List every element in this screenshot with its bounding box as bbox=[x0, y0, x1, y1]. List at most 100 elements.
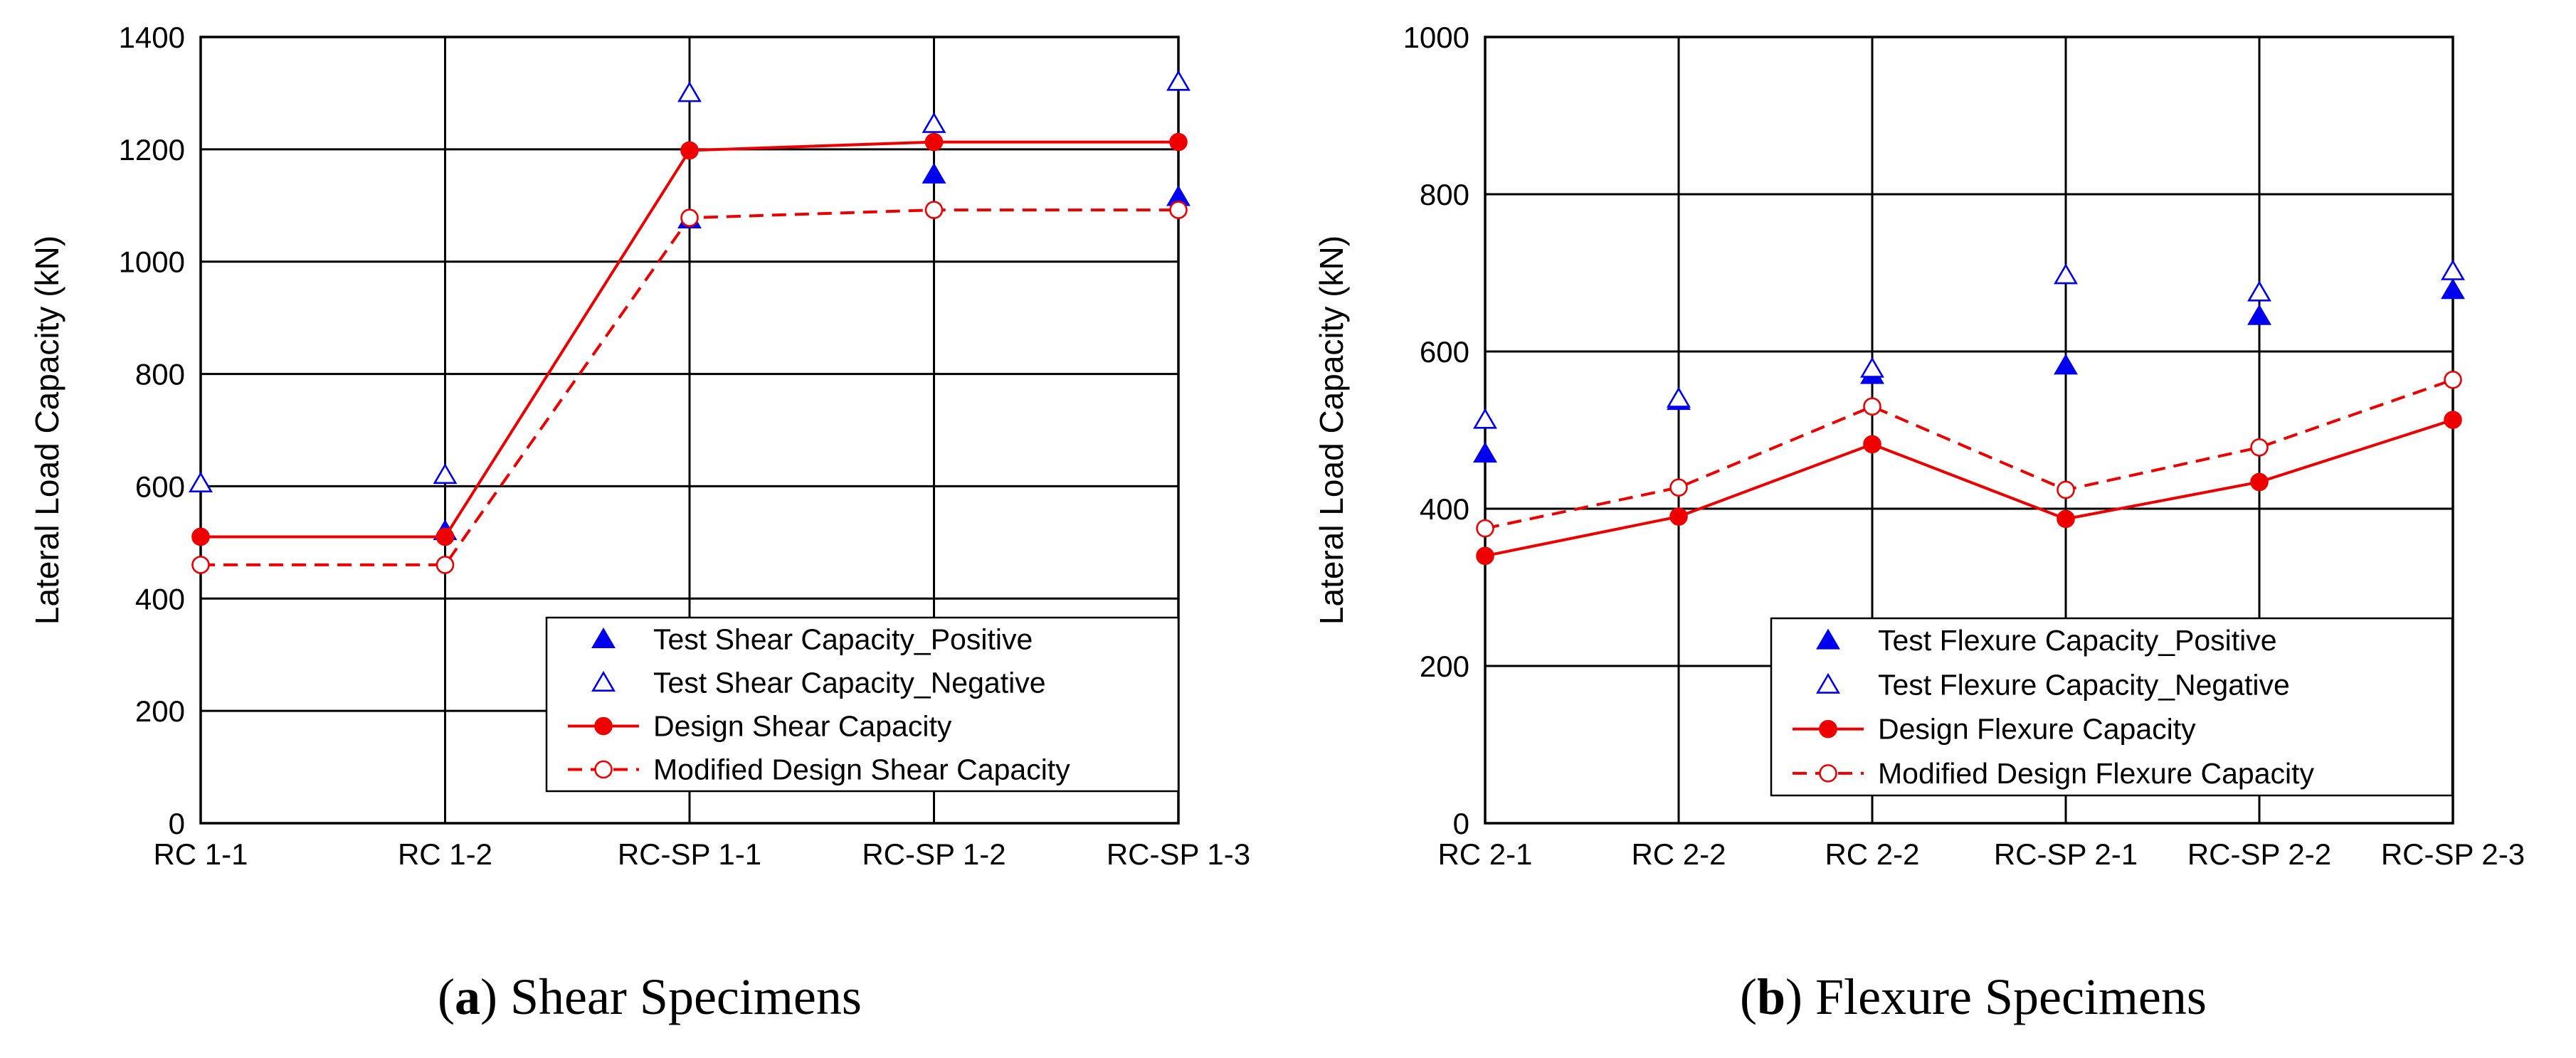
flexure-point-modified-design-flexure-capacity bbox=[2444, 370, 2462, 389]
flexure-legend-label-test-flexure-capacity-negative: Test Flexure Capacity_Negative bbox=[1878, 668, 2290, 701]
flexure-point-test-flexure-capacity-negative bbox=[1473, 408, 1497, 429]
flexure-line-modified-design-flexure-capacity bbox=[1484, 378, 2454, 530]
shear-plot-frame bbox=[199, 36, 1180, 825]
flexure-legend-box bbox=[1770, 617, 2454, 797]
flexure-point-design-flexure-capacity bbox=[1863, 435, 1881, 454]
shear-point-test-shear-capacity-negative bbox=[922, 112, 946, 133]
flexure-legend-marker-test-flexure-capacity-positive bbox=[1816, 628, 1840, 650]
flexure-series-test-flexure-capacity-positive bbox=[1473, 278, 2465, 463]
flexure-point-design-flexure-capacity bbox=[2250, 472, 2269, 492]
shear-point-modified-design-shear-capacity bbox=[680, 208, 699, 227]
caption-shear-text: Shear Specimens bbox=[510, 968, 862, 1025]
shear-point-modified-design-shear-capacity bbox=[191, 556, 210, 574]
shear-y-tick-label: 200 bbox=[135, 694, 185, 728]
flexure-legend-marker-modified-design-flexure-capacity bbox=[1819, 764, 1837, 783]
shear-point-test-shear-capacity-negative bbox=[1166, 70, 1191, 91]
shear-y-tick-label: 800 bbox=[135, 358, 185, 391]
shear-point-design-shear-capacity bbox=[924, 132, 944, 152]
flexure-point-test-flexure-capacity-negative bbox=[1667, 386, 1691, 408]
shear-point-modified-design-shear-capacity bbox=[436, 556, 455, 574]
flexure-series-modified-design-flexure-capacity bbox=[1476, 370, 2462, 538]
shear-legend-marker-test-shear-capacity-positive bbox=[591, 627, 616, 649]
flexure-point-modified-design-flexure-capacity bbox=[2250, 438, 2269, 457]
flexure-point-modified-design-flexure-capacity bbox=[1863, 397, 1881, 416]
flexure-point-test-flexure-capacity-positive bbox=[2247, 304, 2271, 325]
flexure-point-test-flexure-capacity-positive bbox=[2054, 354, 2078, 375]
shear-legend-marker-test-shear-capacity-negative bbox=[591, 670, 616, 692]
flexure-point-test-flexure-capacity-negative bbox=[2441, 259, 2465, 280]
shear-legend-label-test-shear-capacity-positive: Test Shear Capacity_Positive bbox=[653, 623, 1033, 656]
flexure-point-test-flexure-capacity-positive bbox=[1473, 442, 1497, 463]
flexure-y-tick-label: 1000 bbox=[1403, 21, 1469, 54]
shear-point-test-shear-capacity-negative bbox=[433, 463, 458, 485]
flexure-x-tick-label: RC-SP 2-3 bbox=[2381, 837, 2525, 871]
caption-flexure-letter: b bbox=[1756, 968, 1786, 1025]
flexure-point-modified-design-flexure-capacity bbox=[1476, 519, 1494, 538]
flexure-legend-label-modified-design-flexure-capacity: Modified Design Flexure Capacity bbox=[1878, 757, 2314, 790]
flexure-point-design-flexure-capacity bbox=[2444, 411, 2462, 429]
flexure-x-tick-label: RC 2-1 bbox=[1437, 837, 1532, 871]
flexure-legend-marker-design-flexure-capacity bbox=[1819, 719, 1837, 739]
shear-point-modified-design-shear-capacity bbox=[1169, 201, 1188, 219]
shear-point-design-shear-capacity bbox=[191, 527, 210, 546]
shear-y-tick-label: 1400 bbox=[119, 21, 185, 54]
shear-legend-label-test-shear-capacity-negative: Test Shear Capacity_Negative bbox=[653, 667, 1046, 699]
flexure-legend-label-design-flexure-capacity: Design Flexure Capacity bbox=[1878, 713, 2196, 746]
shear-series-modified-design-shear-capacity bbox=[191, 201, 1188, 574]
caption-flexure: (b) Flexure Specimens bbox=[1740, 968, 2207, 1025]
shear-y-tick-label: 600 bbox=[135, 470, 185, 503]
flexure-x-tick-label: RC-SP 2-1 bbox=[1994, 837, 2138, 871]
shear-x-tick-label: RC 1-1 bbox=[153, 837, 248, 871]
shear-y-tick-label: 400 bbox=[135, 582, 185, 615]
flexure-x-tick-label: RC-SP 2-2 bbox=[2187, 837, 2331, 871]
shear-y-axis-title: Lateral Load Capacity (kN) bbox=[28, 236, 65, 625]
shear-legend-marker-design-shear-capacity bbox=[594, 716, 613, 736]
flexure-point-test-flexure-capacity-negative bbox=[1860, 356, 1884, 378]
flexure-point-design-flexure-capacity bbox=[1476, 546, 1494, 566]
shear-legend-box bbox=[545, 616, 1180, 793]
flexure-series-design-flexure-capacity bbox=[1476, 411, 2462, 566]
shear-point-modified-design-shear-capacity bbox=[924, 201, 944, 219]
flexure-series-test-flexure-capacity-negative bbox=[1473, 259, 2465, 429]
shear-y-tick-label: 0 bbox=[169, 807, 185, 840]
shear-y-tick-label: 1200 bbox=[119, 133, 185, 166]
flexure-point-test-flexure-capacity-negative bbox=[2247, 280, 2271, 302]
flexure-point-test-flexure-capacity-positive bbox=[2441, 278, 2465, 300]
flexure-point-design-flexure-capacity bbox=[2057, 509, 2075, 529]
shear-point-design-shear-capacity bbox=[680, 141, 699, 160]
flexure-y-tick-label: 400 bbox=[1420, 492, 1469, 526]
shear-point-design-shear-capacity bbox=[1169, 132, 1188, 152]
shear-legend: Test Shear Capacity_Positive Test Shear C… bbox=[545, 616, 1180, 793]
flexure-legend-marker-test-flexure-capacity-negative bbox=[1816, 672, 1840, 694]
flexure-plot-frame bbox=[1484, 36, 2454, 825]
flexure-point-modified-design-flexure-capacity bbox=[2057, 480, 2075, 499]
flexure-y-tick-label: 600 bbox=[1420, 335, 1469, 369]
flexure-legend: Test Flexure Capacity_Positive Test Flexu… bbox=[1770, 617, 2454, 797]
shear-legend-label-modified-design-shear-capacity: Modified Design Shear Capacity bbox=[653, 753, 1070, 786]
flexure-point-modified-design-flexure-capacity bbox=[1669, 478, 1688, 497]
shear-x-tick-label: RC-SP 1-2 bbox=[862, 837, 1005, 871]
flexure-y-tick-label: 0 bbox=[1453, 807, 1469, 840]
shear-y-tick-label: 1000 bbox=[119, 245, 185, 279]
shear-point-test-shear-capacity-positive bbox=[922, 162, 946, 184]
flexure-line-design-flexure-capacity bbox=[1484, 418, 2454, 558]
shear-x-tick-label: RC 1-2 bbox=[398, 837, 492, 871]
flexure-y-axis-title: Lateral Load Capacity (kN) bbox=[1313, 236, 1350, 625]
caption-flexure-text: Flexure Specimens bbox=[1815, 968, 2207, 1025]
chart-flexure: 0 200 400 600 800 1000 RC 2-1 RC 2-2 RC 2-2 RC-SP… bbox=[1313, 21, 2525, 871]
chart-shear: 0 200 400 600 800 1000 1200 1400 RC 1-1 RC 1-2 RC-… bbox=[28, 21, 1250, 871]
flexure-legend-label-test-flexure-capacity-positive: Test Flexure Capacity_Positive bbox=[1878, 624, 2277, 657]
shear-x-tick-label: RC-SP 1-1 bbox=[618, 837, 761, 871]
flexure-x-tick-label: RC 2-2 bbox=[1631, 837, 1726, 871]
flexure-point-design-flexure-capacity bbox=[1669, 507, 1688, 526]
shear-series-design-shear-capacity bbox=[191, 132, 1188, 546]
shear-legend-marker-modified-design-shear-capacity bbox=[594, 760, 613, 779]
shear-point-test-shear-capacity-negative bbox=[189, 471, 213, 492]
flexure-y-tick-label: 200 bbox=[1420, 650, 1469, 683]
shear-series-test-shear-capacity-negative bbox=[189, 70, 1191, 492]
flexure-y-tick-label: 800 bbox=[1420, 178, 1469, 211]
shear-point-test-shear-capacity-negative bbox=[677, 81, 702, 102]
shear-legend-label-design-shear-capacity: Design Shear Capacity bbox=[653, 710, 952, 743]
shear-point-design-shear-capacity bbox=[436, 527, 455, 546]
